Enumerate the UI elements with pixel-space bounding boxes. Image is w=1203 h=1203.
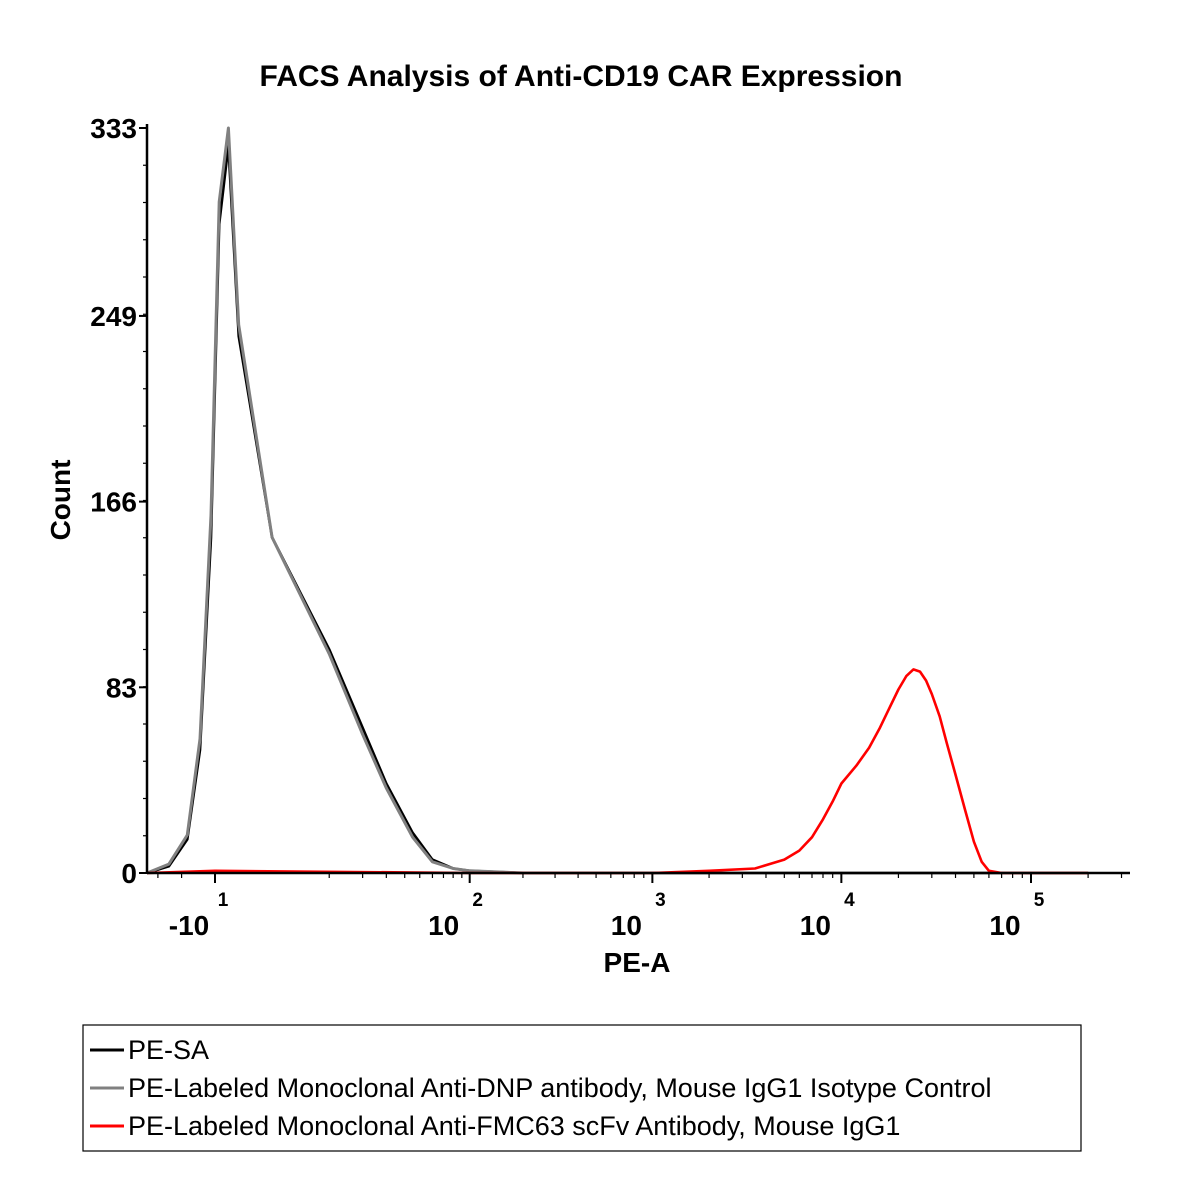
legend-box: [82, 1024, 1082, 1152]
x-tick-label: 10: [428, 910, 459, 941]
legend-label-0: PE-SA: [128, 1035, 209, 1065]
y-tick-label: 333: [90, 113, 137, 144]
series-line-2: [146, 668, 1089, 875]
x-axis-ticks: -10 1 10 2 10 3 10 4 10 5: [157, 873, 1123, 941]
x-tick-exponent: 1: [218, 890, 229, 911]
series-group: [146, 126, 1089, 875]
series-line-1: [146, 126, 1089, 875]
x-tick-exponent: 3: [655, 890, 666, 911]
legend: PE-SA PE-Labeled Monoclonal Anti-DNP anti…: [82, 1024, 1082, 1152]
y-axis-ticks: 0 83 166 249 333: [90, 113, 147, 889]
x-tick-label: -10: [169, 910, 209, 941]
x-tick-label: 10: [611, 910, 642, 941]
y-tick-label: 166: [90, 487, 137, 518]
y-tick-label: 249: [90, 301, 137, 332]
plot-area: 0 83 166 249 333 -10 1 10 2 10 3 10 4 10 5: [90, 113, 1130, 941]
x-tick-label: 10: [989, 910, 1020, 941]
x-axis-label: PE-A: [604, 947, 671, 978]
x-tick-label: 10: [800, 910, 831, 941]
legend-label-2: PE-Labeled Monoclonal Anti-FMC63 scFv An…: [128, 1111, 900, 1141]
x-tick-exponent: 4: [844, 890, 855, 911]
y-tick-label: 0: [121, 858, 137, 889]
x-tick-exponent: 2: [472, 890, 483, 911]
y-tick-label: 83: [106, 672, 137, 703]
y-axis-label: Count: [45, 460, 76, 541]
x-tick-exponent: 5: [1034, 890, 1045, 911]
chart-title: FACS Analysis of Anti-CD19 CAR Expressio…: [260, 60, 903, 93]
series-line-0: [146, 144, 1089, 875]
legend-label-1: PE-Labeled Monoclonal Anti-DNP antibody,…: [128, 1073, 992, 1103]
